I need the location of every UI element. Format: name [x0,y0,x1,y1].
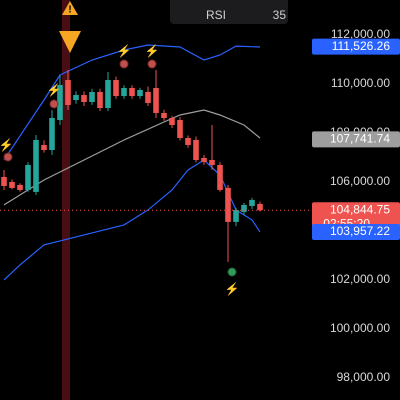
candle-body [249,199,255,206]
candle-body [9,181,15,188]
price-label-box [312,224,400,241]
warning-mark: ! [68,5,71,16]
price-label: 107,741.74 [330,132,390,146]
price-label-box [312,38,400,55]
signal-dot [49,99,59,109]
candle-body [225,187,231,222]
candle-body [73,95,79,101]
candle-body [121,88,127,97]
candle-body [177,120,183,138]
signal-dot [3,152,13,162]
lightning: ⚡ [145,44,160,58]
candle-body [113,80,119,97]
candle-body [257,203,263,211]
highlight-band [62,0,70,400]
candle-body [193,139,199,160]
indicator-value: 35 [273,8,287,22]
warning-icon [62,1,78,15]
price-axis: 98,000.00 100,000.00 102,000.00 106,000.00 1… [312,27,400,384]
indicator-name: RSI [206,8,226,22]
candle-body [169,117,175,125]
signal-dot [147,59,157,69]
price-label: 103,957.22 [330,224,390,238]
candle-body [97,92,103,108]
candle-body [161,112,167,118]
lightning: ⚡ [117,44,132,58]
candle-body [89,92,95,102]
candle-body [241,204,247,212]
candle-body [105,80,111,108]
lightning: ⚡ [0,138,13,152]
signal-dot [119,59,129,69]
candle-body [25,164,31,190]
plot [0,44,312,281]
candle-body [185,137,191,145]
y-tick-label: 98,000.00 [337,370,391,384]
lightning: ⚡ [47,83,62,97]
candle-body [129,88,135,97]
candle-body [33,139,39,192]
candle-body [233,209,239,222]
y-tick-label: 100,000.00 [330,321,390,335]
y-tick-label: 112,000.00 [331,27,390,41]
signal-triangle [59,31,81,53]
candle-body [209,159,215,165]
candle-body [17,184,23,190]
y-tick-label: 106,000.00 [330,174,390,188]
y-tick-label: 110,000.00 [331,76,390,90]
candle-body [137,90,143,97]
y-tick-label: 102,000.00 [330,272,390,286]
indicator-panel [170,0,288,24]
lightning-icons: ⚡ ⚡ ⚡ ⚡ ⚡ [0,44,239,296]
candle-body [41,144,47,150]
price-label: 111,526.26 [332,39,391,53]
price-label: 104,844.75 [330,202,390,216]
candle-body [145,92,151,104]
price-label-box [312,131,400,148]
signal-dot [227,267,237,277]
lightning: ⚡ [225,282,240,296]
candle-body [57,85,63,120]
candle-body [153,88,159,113]
candle-body [81,95,87,102]
band-line [3,44,261,161]
candle-body [217,164,223,190]
candle-body [201,157,207,162]
candle-body [65,80,71,106]
candle-body [49,117,55,150]
candle-body [1,176,7,186]
